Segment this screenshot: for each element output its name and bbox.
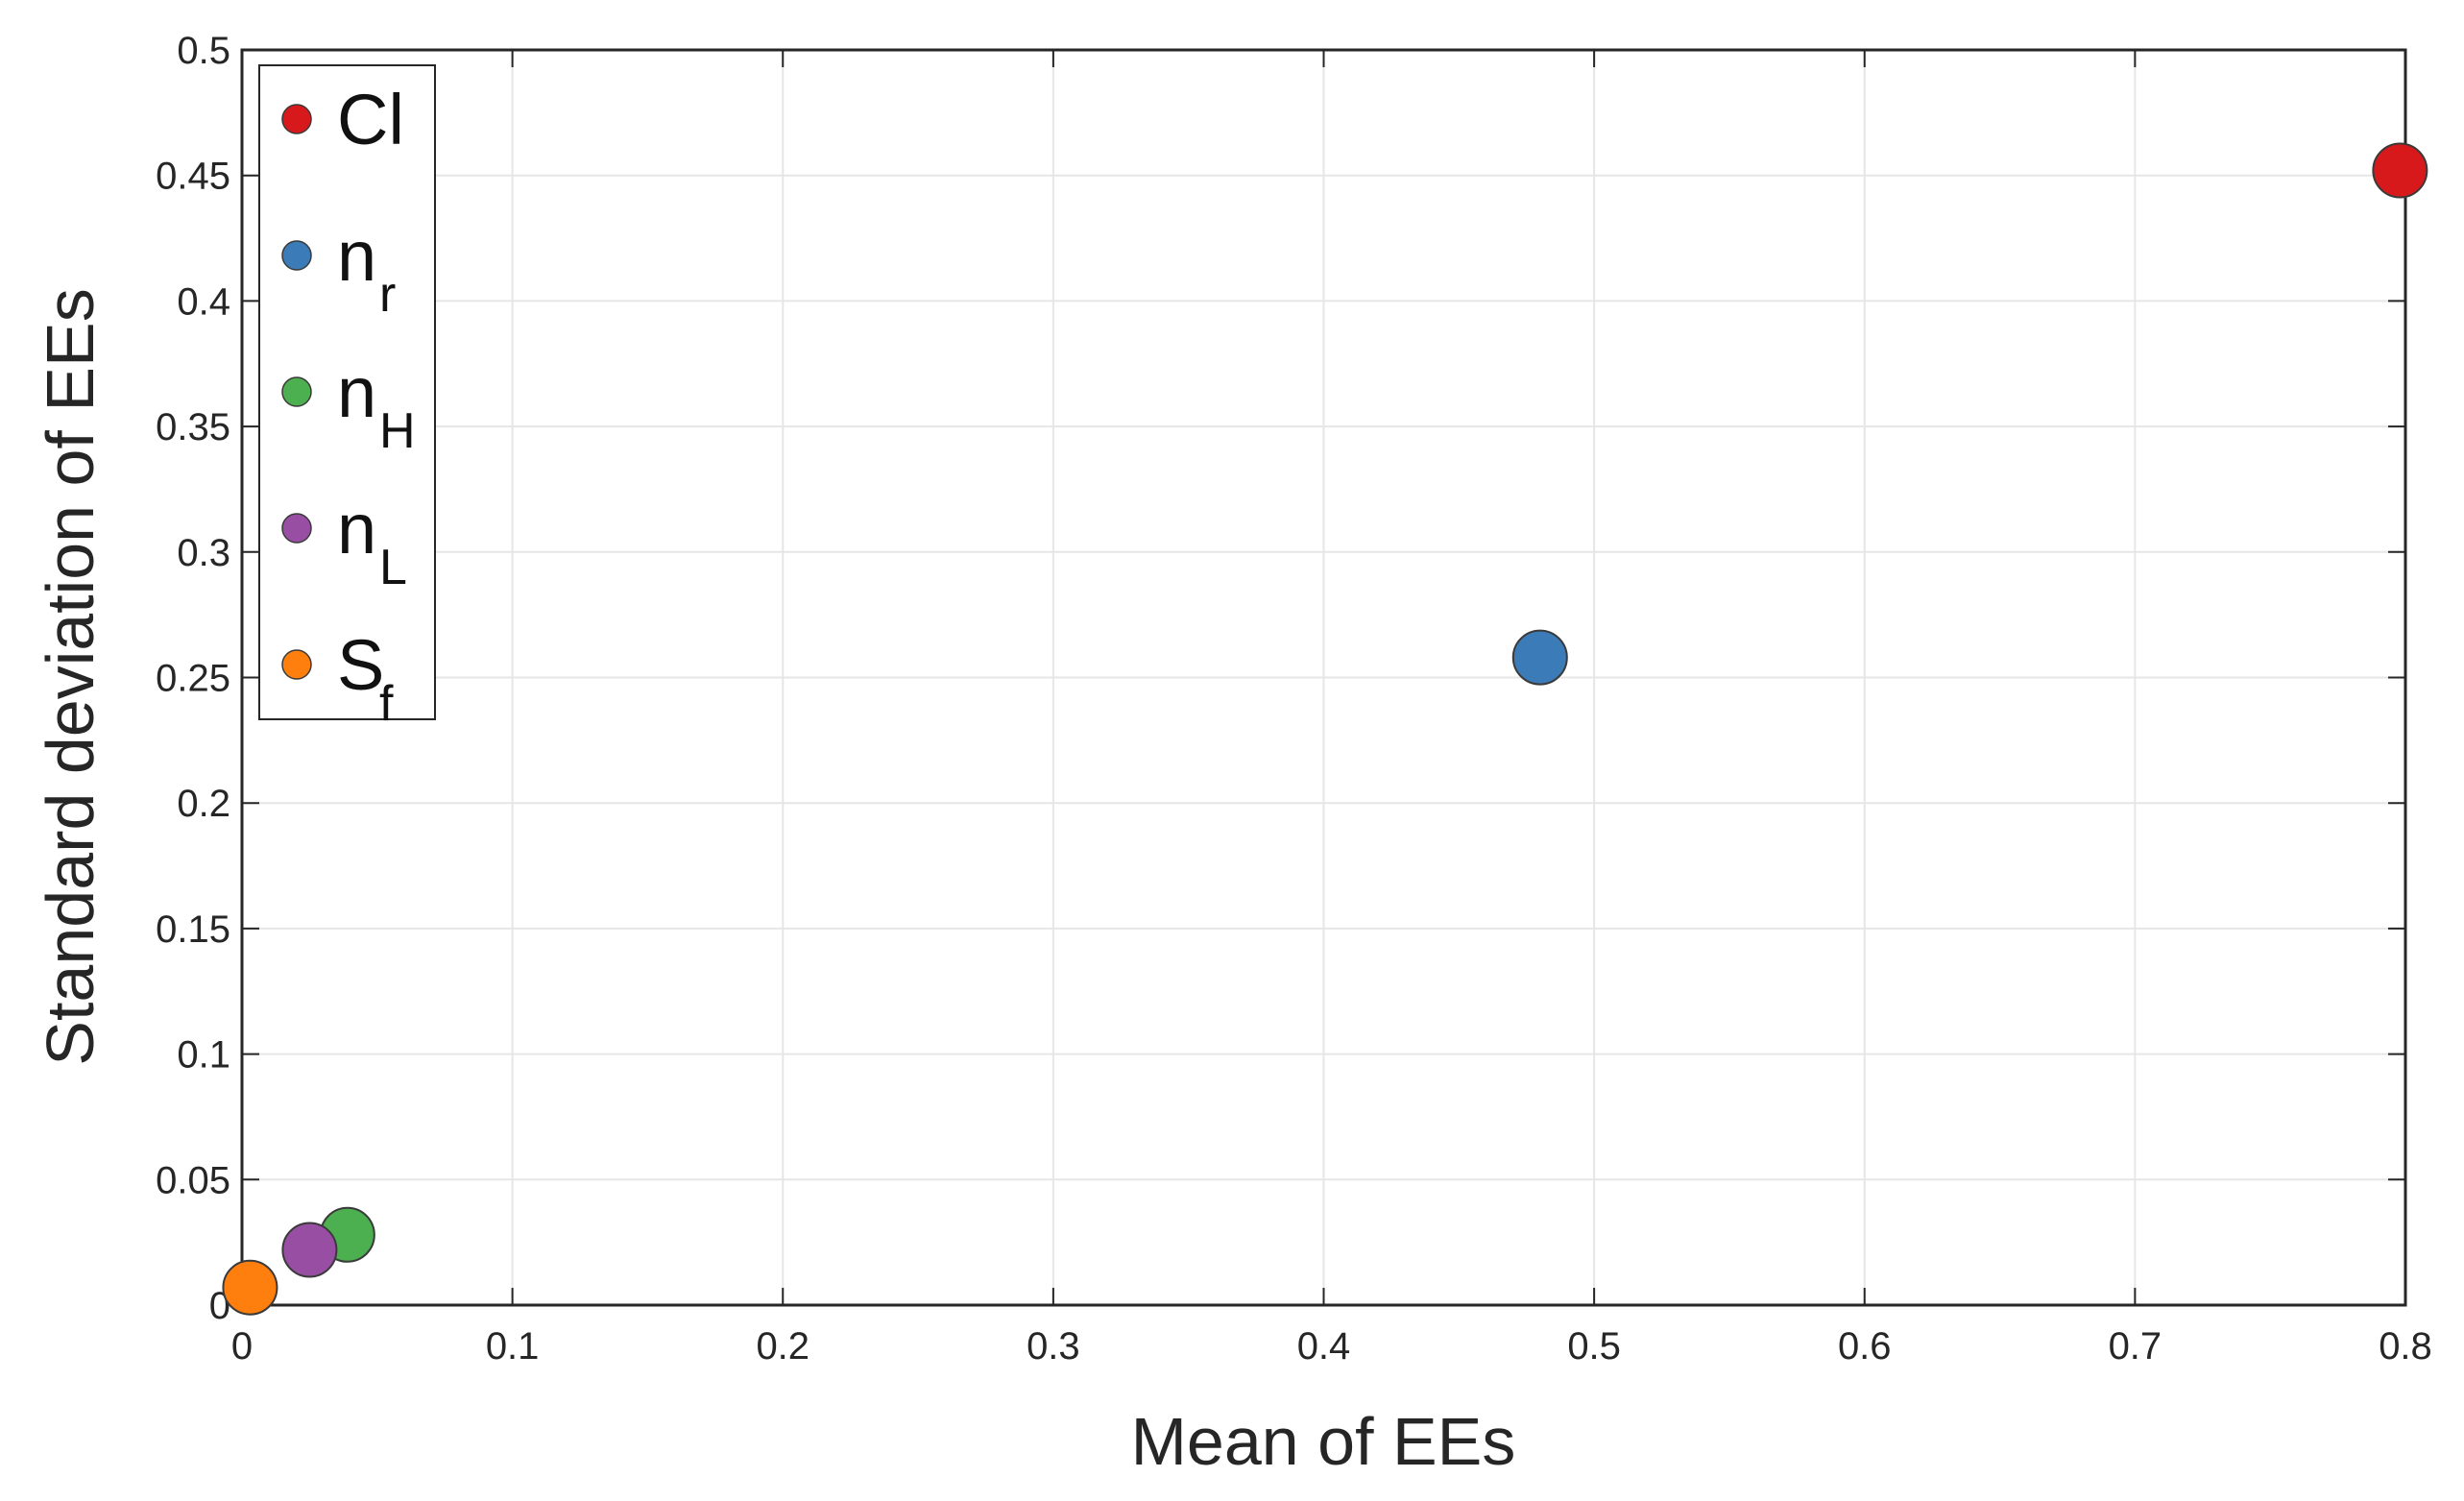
x-tick-label: 0.3 <box>1027 1325 1080 1368</box>
legend: Cln rn Hn LSf <box>258 64 436 732</box>
legend-label-subscript: r <box>379 267 396 323</box>
x-tick-label: 0.2 <box>756 1325 809 1368</box>
legend-marker <box>281 240 312 271</box>
x-tick-label: 0.7 <box>2109 1325 2162 1368</box>
x-tick-label: 0 <box>231 1325 253 1368</box>
legend-label-subscript: f <box>379 676 394 732</box>
y-tick-label: 0.2 <box>177 783 230 825</box>
legend-label-subscript: H <box>379 403 416 459</box>
y-tick-label: 0.1 <box>177 1034 230 1077</box>
data-point <box>281 1222 338 1278</box>
legend-marker <box>281 513 312 544</box>
y-tick-label: 0.25 <box>156 658 230 700</box>
x-axis-label: Mean of EEs <box>1131 1404 1516 1479</box>
y-tick-label: 0.05 <box>156 1159 230 1201</box>
data-point <box>1511 629 1568 686</box>
data-points <box>222 142 2428 1316</box>
data-point <box>222 1259 278 1316</box>
x-tick-label: 0.4 <box>1297 1325 1351 1368</box>
legend-label: n <box>337 352 376 432</box>
legend-label: S <box>337 625 384 705</box>
x-tick-label: 0.1 <box>486 1325 540 1368</box>
data-point <box>2372 142 2428 199</box>
y-tick-label: 0.5 <box>177 30 230 72</box>
x-tick-label: 0.5 <box>1567 1325 1621 1368</box>
x-tick-label: 0.6 <box>1838 1325 1892 1368</box>
y-axis-label: Standard deviation of EEs <box>33 288 108 1065</box>
y-axis-ticks: 00.050.10.150.20.250.30.350.40.450.5 <box>156 30 2405 1327</box>
y-tick-label: 0.4 <box>177 280 230 323</box>
grid-lines <box>242 50 2405 1305</box>
legend-label: n <box>337 216 376 296</box>
x-tick-label: 0.8 <box>2379 1325 2432 1368</box>
legend-label: Cl <box>337 80 404 159</box>
legend-marker <box>281 649 312 680</box>
legend-label-subscript: L <box>379 540 407 595</box>
y-tick-label: 0.35 <box>156 406 230 448</box>
legend-marker <box>281 104 312 134</box>
y-tick-label: 0.45 <box>156 156 230 198</box>
legend-label: n <box>337 489 376 569</box>
y-tick-label: 0.3 <box>177 532 230 574</box>
x-axis-ticks: 0 0.1 0.2 0.3 0.4 0.5 0.6 0.7 0.8 <box>231 50 2432 1368</box>
y-tick-label: 0.15 <box>156 908 230 951</box>
legend-marker <box>281 376 312 407</box>
